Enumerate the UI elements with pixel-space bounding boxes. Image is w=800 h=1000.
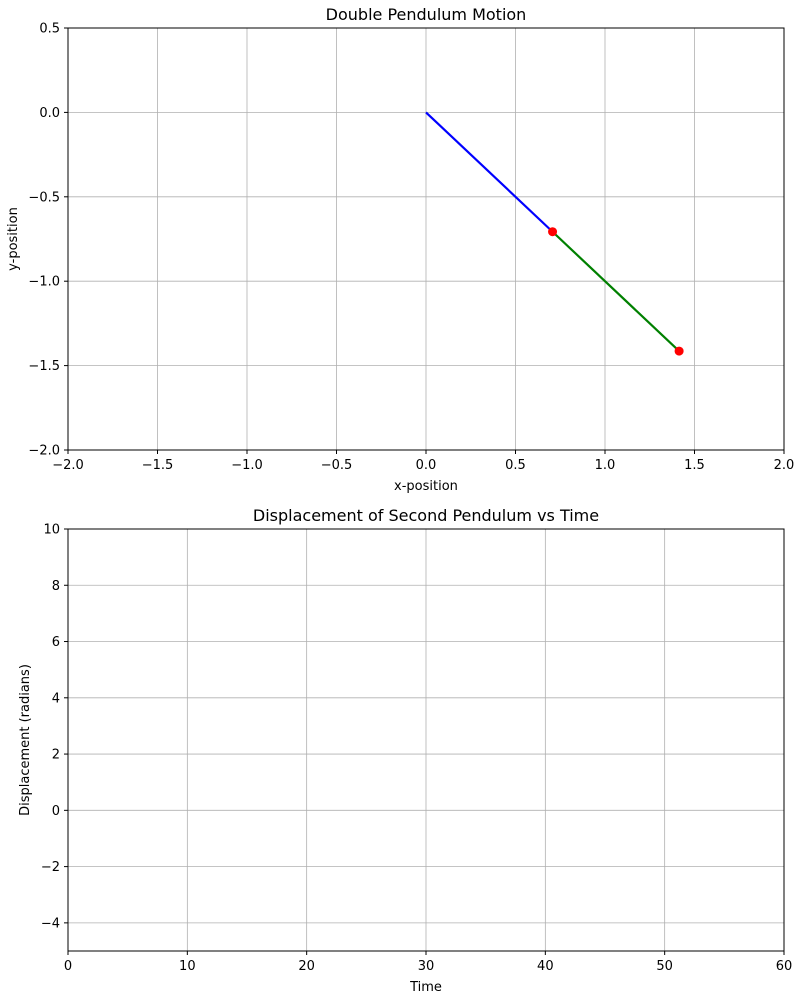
y-tick-label: 2 <box>52 748 60 763</box>
chart-title: Displacement of Second Pendulum vs Time <box>253 506 599 525</box>
first-pendulum-bob <box>548 227 558 237</box>
y-tick-label: 0 <box>52 804 60 819</box>
x-tick-label: −2.0 <box>52 458 84 473</box>
x-tick-label: 1.0 <box>595 458 616 473</box>
pendulum-chart: −2.0 −1.5 −1.0 −0.5 0.0 0.5 1.0 1.5 2.0 −2.0 −1.5 −… <box>6 5 794 494</box>
y-tick-label: 10 <box>43 523 60 538</box>
x-tick-label: −1.0 <box>231 458 263 473</box>
x-tick-label: 0.5 <box>505 458 526 473</box>
y-tick-label: −0.5 <box>28 190 60 205</box>
x-axis-label: x-position <box>394 479 458 494</box>
y-tick-label: −4 <box>41 916 60 931</box>
x-tick-label: 60 <box>776 959 793 974</box>
y-tick-label: 0.0 <box>39 106 60 121</box>
y-axis-label: Displacement (radians) <box>18 664 33 816</box>
x-tick-label: 2.0 <box>774 458 795 473</box>
y-tick-label: −2.0 <box>28 444 60 459</box>
chart-title: Double Pendulum Motion <box>326 5 527 24</box>
x-tick-label: −1.5 <box>142 458 174 473</box>
second-pendulum-rod <box>551 230 680 352</box>
first-pendulum-rod <box>425 111 554 233</box>
y-axis-label: y-position <box>6 207 21 271</box>
x-tick-label: 50 <box>656 959 673 974</box>
y-tick-label: 6 <box>52 635 60 650</box>
x-tick-label: 30 <box>418 959 435 974</box>
y-tick-label: −1.5 <box>28 359 60 374</box>
y-tick-label: 4 <box>52 691 60 706</box>
y-tick-label: −2 <box>41 860 60 875</box>
x-tick-label: 1.5 <box>684 458 705 473</box>
y-tick-label: 8 <box>52 579 60 594</box>
x-axis-label: Time <box>409 980 442 995</box>
second-pendulum-bob <box>674 346 684 356</box>
y-tick-label: −1.0 <box>28 275 60 290</box>
x-tick-label: 20 <box>298 959 315 974</box>
x-tick-label: 0 <box>64 959 72 974</box>
y-tick-label: 0.5 <box>39 22 60 37</box>
x-tick-label: 0.0 <box>416 458 437 473</box>
x-tick-label: −0.5 <box>321 458 353 473</box>
displacement-chart: 0 10 20 30 40 50 60 −4 −2 0 2 4 6 8 10 Displacement of … <box>18 506 792 995</box>
x-tick-label: 10 <box>179 959 196 974</box>
x-tick-label: 40 <box>537 959 554 974</box>
